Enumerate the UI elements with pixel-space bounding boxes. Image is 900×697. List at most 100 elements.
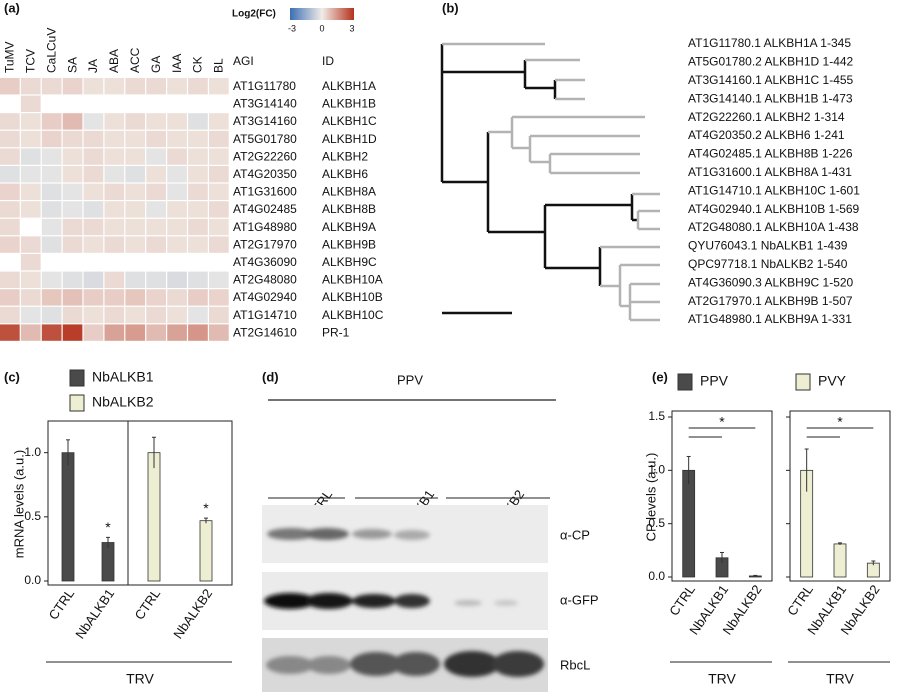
heatmap-cell	[146, 201, 166, 218]
heatmap-cell	[146, 183, 166, 200]
heatmap-cell	[20, 289, 41, 306]
heatmap-cell	[209, 289, 229, 306]
heatmap-cell	[83, 306, 104, 324]
heatmap-cell	[209, 130, 229, 148]
heatmap-cell	[188, 201, 208, 218]
heatmap-cell	[20, 306, 41, 324]
tree-leaf-label: AT2G17970.1 ALKBH9B 1-507	[688, 294, 853, 308]
heatmap-cell	[188, 236, 208, 253]
gene-agi: AT1G11780	[233, 79, 296, 93]
heatmap-cell	[209, 271, 229, 288]
y-axis-label: mRNA levels (a.u.)	[11, 450, 26, 558]
heatmap-cell	[104, 236, 125, 253]
heatmap-cell	[167, 183, 187, 200]
phylogenetic-tree	[440, 42, 660, 322]
heatmap-cell	[62, 306, 83, 324]
plot-frame	[789, 410, 891, 582]
heatmap-cell	[125, 148, 146, 165]
column-header: ID	[322, 54, 334, 68]
heatmap-cell	[0, 78, 20, 95]
heatmap-cell	[62, 148, 83, 165]
gene-id: PR-1	[322, 325, 350, 339]
heatmap-cell	[209, 306, 229, 324]
bar	[199, 520, 213, 582]
gene-id: ALKBH1B	[322, 97, 376, 111]
column-label: CaLCuV	[44, 28, 58, 73]
heatmap-cell	[41, 271, 62, 288]
column-label: ABA	[107, 49, 121, 73]
heatmap-cell	[146, 289, 166, 306]
heatmap-cell	[62, 271, 83, 288]
blot-title: PPV	[397, 372, 423, 387]
colorbar-tick-label: 0	[319, 23, 324, 33]
heatmap-cell	[188, 113, 208, 130]
y-tick-label: 1.5	[648, 409, 665, 423]
heatmap-cell	[0, 201, 20, 218]
colorbar-title: Log2(FC)	[232, 9, 276, 20]
heatmap-cell	[41, 183, 62, 200]
tree-leaf-label: AT3G14160.1 ALKBH1C 1-455	[688, 73, 854, 87]
column-label: JA	[86, 59, 100, 73]
blot-row-label: α-CP	[560, 527, 590, 542]
heatmap-cell	[104, 113, 125, 130]
group-label: TRV	[826, 671, 854, 687]
gene-id: ALKBH10A	[322, 273, 383, 287]
heatmap-cell	[188, 324, 208, 341]
heatmap-cell	[0, 166, 20, 183]
heatmap-cell	[41, 324, 62, 341]
heatmap-cell	[83, 148, 104, 165]
gene-id: ALKBH10C	[322, 308, 384, 322]
blot-row-label: α-GFP	[560, 592, 599, 607]
heatmap-cell	[104, 324, 125, 341]
heatmap-cell	[188, 78, 208, 95]
column-label: ACC	[128, 47, 142, 73]
heatmap-cell	[209, 201, 229, 218]
blot-row-label: RbcL	[560, 657, 590, 672]
column-label: TuMV	[3, 41, 17, 73]
y-tick-label: 0.0	[24, 573, 41, 587]
heatmap-cell	[167, 201, 187, 218]
heatmap-cell	[125, 271, 146, 288]
heatmap-cell	[83, 324, 104, 341]
heatmap-cell	[41, 289, 62, 306]
panel-label: (d)	[262, 369, 279, 384]
heatmap-cell	[83, 201, 104, 218]
plot-frame	[47, 420, 233, 586]
tree-leaf-label: AT5G01780.2 ALKBH1D 1-442	[688, 55, 854, 69]
heatmap-cell	[62, 324, 83, 341]
heatmap-cell	[167, 78, 187, 95]
heatmap-cell	[146, 113, 166, 130]
heatmap-cell	[125, 78, 146, 95]
column-header: AGI	[233, 54, 254, 68]
heatmap-cell	[83, 271, 104, 288]
gene-agi: AT4G20350	[233, 167, 297, 181]
y-axis-label: CP levels (a.u.)	[643, 453, 658, 542]
heatmap-cell	[209, 166, 229, 183]
heatmap-cell	[83, 130, 104, 148]
column-label: SA	[65, 57, 79, 73]
heatmap-cell	[125, 289, 146, 306]
heatmap-cell	[20, 130, 41, 148]
heatmap-cell	[41, 306, 62, 324]
heatmap-cell	[104, 201, 125, 218]
plot-frame	[671, 410, 773, 582]
heatmap-cell	[104, 183, 125, 200]
heatmap-cell	[209, 113, 229, 130]
heatmap-cell	[20, 95, 41, 112]
gene-id: ALKBH1C	[322, 114, 377, 128]
heatmap-cell	[0, 271, 20, 288]
column-label: IAA	[170, 54, 184, 73]
gene-id: ALKBH9B	[322, 237, 376, 251]
heatmap-cell	[83, 113, 104, 130]
bar	[101, 542, 115, 582]
gene-id: ALKBH1A	[322, 79, 376, 93]
gene-agi: AT5G01780	[233, 132, 297, 146]
heatmap-cell	[41, 218, 62, 236]
heatmap-cell	[0, 236, 20, 253]
heatmap-cell	[125, 113, 146, 130]
bar	[833, 543, 847, 578]
heatmap-cell	[188, 166, 208, 183]
x-tick-label: CTRL	[132, 586, 164, 622]
bar	[61, 452, 75, 582]
gene-agi: AT3G14140	[233, 97, 297, 111]
